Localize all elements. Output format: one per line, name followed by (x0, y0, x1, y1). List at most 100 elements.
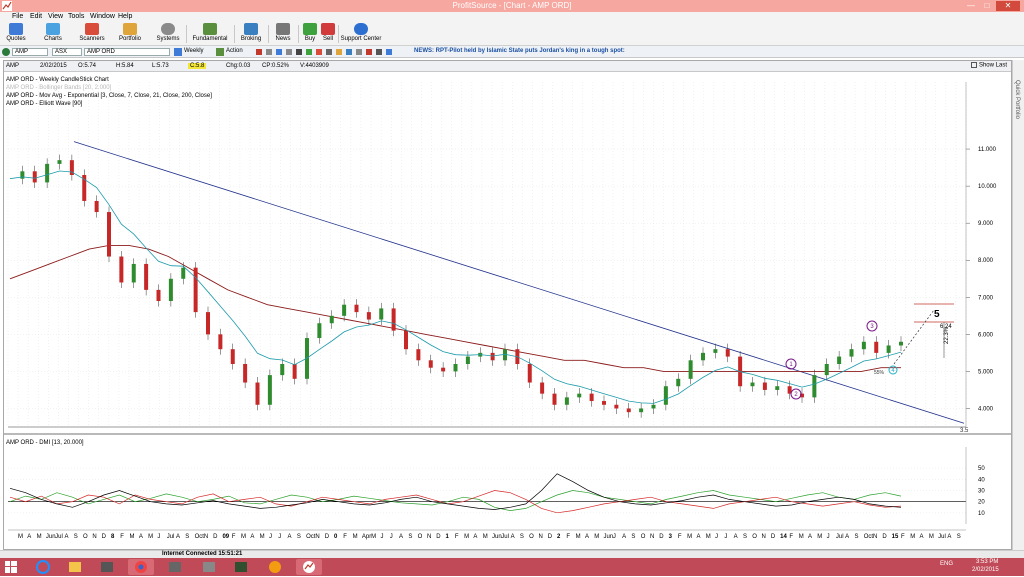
menu-edit[interactable]: Edit (30, 13, 43, 20)
systems-icon (161, 23, 175, 35)
tool-icon-9 (336, 49, 342, 55)
charts-icon (46, 23, 60, 35)
dmi-tick-label: 40 (978, 477, 985, 483)
candle-body (379, 308, 384, 320)
x-tick-label: D (102, 534, 107, 540)
news-ticker[interactable]: NEWS: RPT-Pilot held by Islamic State pu… (414, 48, 625, 54)
tool-icon-10 (346, 49, 352, 55)
exchange-select[interactable]: ASX (52, 48, 82, 56)
menu-help[interactable]: Help (118, 13, 133, 20)
news-button[interactable]: News (272, 23, 294, 45)
action-dropdown[interactable]: Action (226, 48, 243, 54)
app-taskbar-icon-4[interactable] (228, 559, 254, 575)
candle-body (899, 341, 903, 346)
profitsource-taskbar-icon[interactable] (296, 559, 322, 575)
candle-body (787, 386, 792, 394)
app-taskbar-icon-5[interactable] (262, 559, 288, 575)
close-button[interactable]: ✕ (996, 1, 1020, 11)
tray-date[interactable]: 2/02/2015 (972, 567, 999, 573)
header-open: O:5.74 (78, 63, 97, 69)
x-tick-label: 8 (111, 534, 115, 540)
candle-body (267, 375, 272, 405)
show-last-checkbox[interactable] (971, 62, 978, 68)
x-tick-label: N (427, 534, 431, 540)
x-tick-label: J (724, 534, 727, 540)
tray-language[interactable]: ENG (940, 561, 954, 567)
ie-taskbar-icon[interactable] (30, 559, 56, 575)
x-tick-label: 09 (222, 534, 229, 540)
x-tick-label: M (910, 534, 915, 540)
period-icon (174, 48, 182, 56)
period-dropdown[interactable]: Weekly (184, 48, 204, 54)
windows-start-icon[interactable] (4, 560, 18, 574)
side-panel-tab[interactable]: Quick Portfolio (1012, 60, 1024, 550)
maximize-button[interactable]: □ (984, 1, 990, 10)
tray-time[interactable]: 3:53 PM (976, 559, 999, 565)
x-tick-label: M (130, 534, 135, 540)
x-tick-label: S (854, 534, 858, 540)
x-tick-label: A (27, 534, 31, 540)
buy-button[interactable]: Buy (302, 23, 318, 45)
app-taskbar-icon[interactable] (94, 559, 120, 575)
price-tick-label: 8.000 (978, 258, 994, 264)
x-tick-label: O (752, 534, 757, 540)
fundamental-button[interactable]: Fundamental (192, 23, 228, 45)
menu-view[interactable]: View (48, 13, 64, 20)
x-tick-label: N (315, 534, 319, 540)
candle-body (391, 308, 396, 331)
header-change-pct: CP:0.52% (262, 63, 290, 69)
candle-body (663, 386, 668, 405)
x-tick-label: J (390, 534, 393, 540)
x-tick-label: 2 (557, 534, 561, 540)
downtrend-line (73, 141, 965, 424)
minimize-button[interactable]: — (967, 1, 975, 10)
candle-body (725, 349, 730, 357)
candle-body (589, 393, 594, 402)
indicator-label: AMP ORD - DMI [13, 20.000] (6, 440, 84, 446)
portfolio-button[interactable]: Portfolio (116, 23, 144, 45)
x-tick-label: A (808, 534, 812, 540)
quotes-button[interactable]: Quotes (4, 23, 28, 45)
x-tick-label: N (92, 534, 96, 540)
candle-body (292, 364, 297, 379)
candle-body (503, 349, 507, 361)
app-taskbar-icon-2[interactable] (162, 559, 188, 575)
systems-button[interactable]: Systems (154, 23, 182, 45)
tool-icon-13 (376, 49, 382, 55)
x-tick-label: J (827, 534, 830, 540)
app-taskbar-icon-3[interactable] (196, 559, 222, 575)
candle-body (404, 330, 408, 350)
price-tick-label: 4.000 (978, 406, 994, 412)
show-last-toggle[interactable]: Show Last (971, 62, 1007, 69)
x-tick-label: 15 (892, 534, 899, 540)
wave-1-marker (785, 358, 797, 370)
x-tick-label: 1 (446, 534, 450, 540)
menu-window[interactable]: Window (90, 13, 115, 20)
x-tick-label: 0 (334, 534, 338, 540)
chrome-taskbar-icon[interactable] (128, 559, 154, 575)
sell-button[interactable]: Sell (320, 23, 336, 45)
x-tick-label: D (659, 534, 664, 540)
symbol-input[interactable]: AMP (12, 48, 48, 56)
candle-body (762, 382, 767, 390)
charts-button[interactable]: Charts (40, 23, 66, 45)
explorer-taskbar-icon[interactable] (62, 559, 88, 575)
x-tick-label: M (706, 534, 711, 540)
scanners-button[interactable]: Scanners (78, 23, 106, 45)
x-tick-label: M (148, 534, 153, 540)
tool-icon-2 (266, 49, 272, 55)
price-chart[interactable]: AMP ORD - Weekly CandleStick Chart AMP O… (4, 72, 1011, 550)
app-logo-icon (2, 1, 12, 11)
menu-file[interactable]: File (12, 13, 24, 20)
candle-body (107, 212, 111, 257)
support-center-button[interactable]: Support Center (340, 23, 382, 45)
broking-button[interactable]: Broking (238, 23, 264, 45)
candle-body (119, 256, 124, 283)
x-tick-label: D (882, 534, 887, 540)
candle-body (849, 349, 854, 357)
header-volume: V:4403909 (300, 63, 329, 69)
security-name-field[interactable]: AMP ORD (84, 48, 170, 56)
x-tick-label: S (743, 534, 747, 540)
menu-tools[interactable]: Tools (68, 13, 85, 20)
x-tick-label: A (473, 534, 477, 540)
